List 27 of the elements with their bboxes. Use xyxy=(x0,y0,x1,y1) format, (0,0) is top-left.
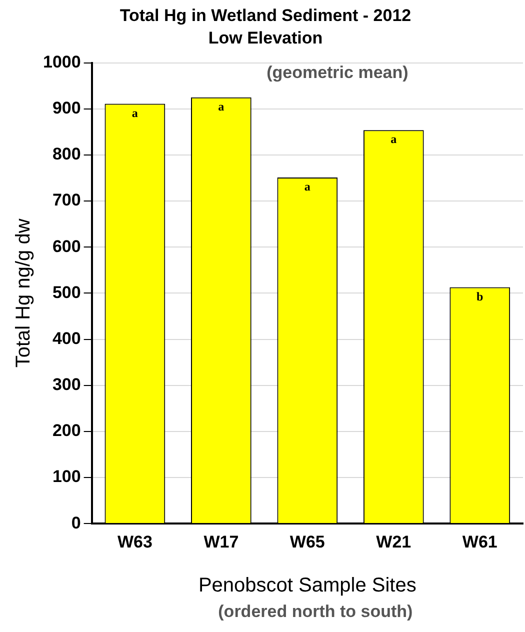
y-tick-label: 200 xyxy=(52,421,81,440)
annotation: a xyxy=(218,99,224,114)
y-axis-title: Total Hg ng/g dw xyxy=(12,218,35,368)
annotation: a xyxy=(304,180,310,194)
annotation: a xyxy=(132,106,138,120)
chart-title: Total Hg in Wetland Sediment - 2012 xyxy=(120,6,412,25)
text: (ordered north to south) xyxy=(218,602,413,622)
y-tick-label: 0 xyxy=(71,513,81,532)
annotation: b xyxy=(476,289,484,304)
annotation: a xyxy=(390,132,397,146)
x-axis-title: Penobscot Sample Sites xyxy=(198,574,416,597)
y-tick-label: 100 xyxy=(52,467,81,486)
y-tick-label: 400 xyxy=(52,328,81,348)
y-tick-label: 700 xyxy=(52,190,81,210)
x-tick-label: W21 xyxy=(376,532,412,552)
annotation: (geometric mean) xyxy=(266,62,408,82)
x-tick-label: W65 xyxy=(290,532,325,552)
x-tick-label: W61 xyxy=(462,532,498,552)
y-tick-label: 900 xyxy=(52,98,81,118)
x-tick-label: W63 xyxy=(117,532,152,552)
chart-subtitle: Low Elevation xyxy=(208,28,323,48)
y-tick-label: 600 xyxy=(52,236,81,256)
y-tick-label: 300 xyxy=(52,375,81,394)
x-tick-label: W17 xyxy=(204,532,239,552)
y-tick-label: 1000 xyxy=(42,52,81,72)
y-tick-label: 800 xyxy=(52,144,81,164)
y-tick-label: 500 xyxy=(52,282,81,302)
